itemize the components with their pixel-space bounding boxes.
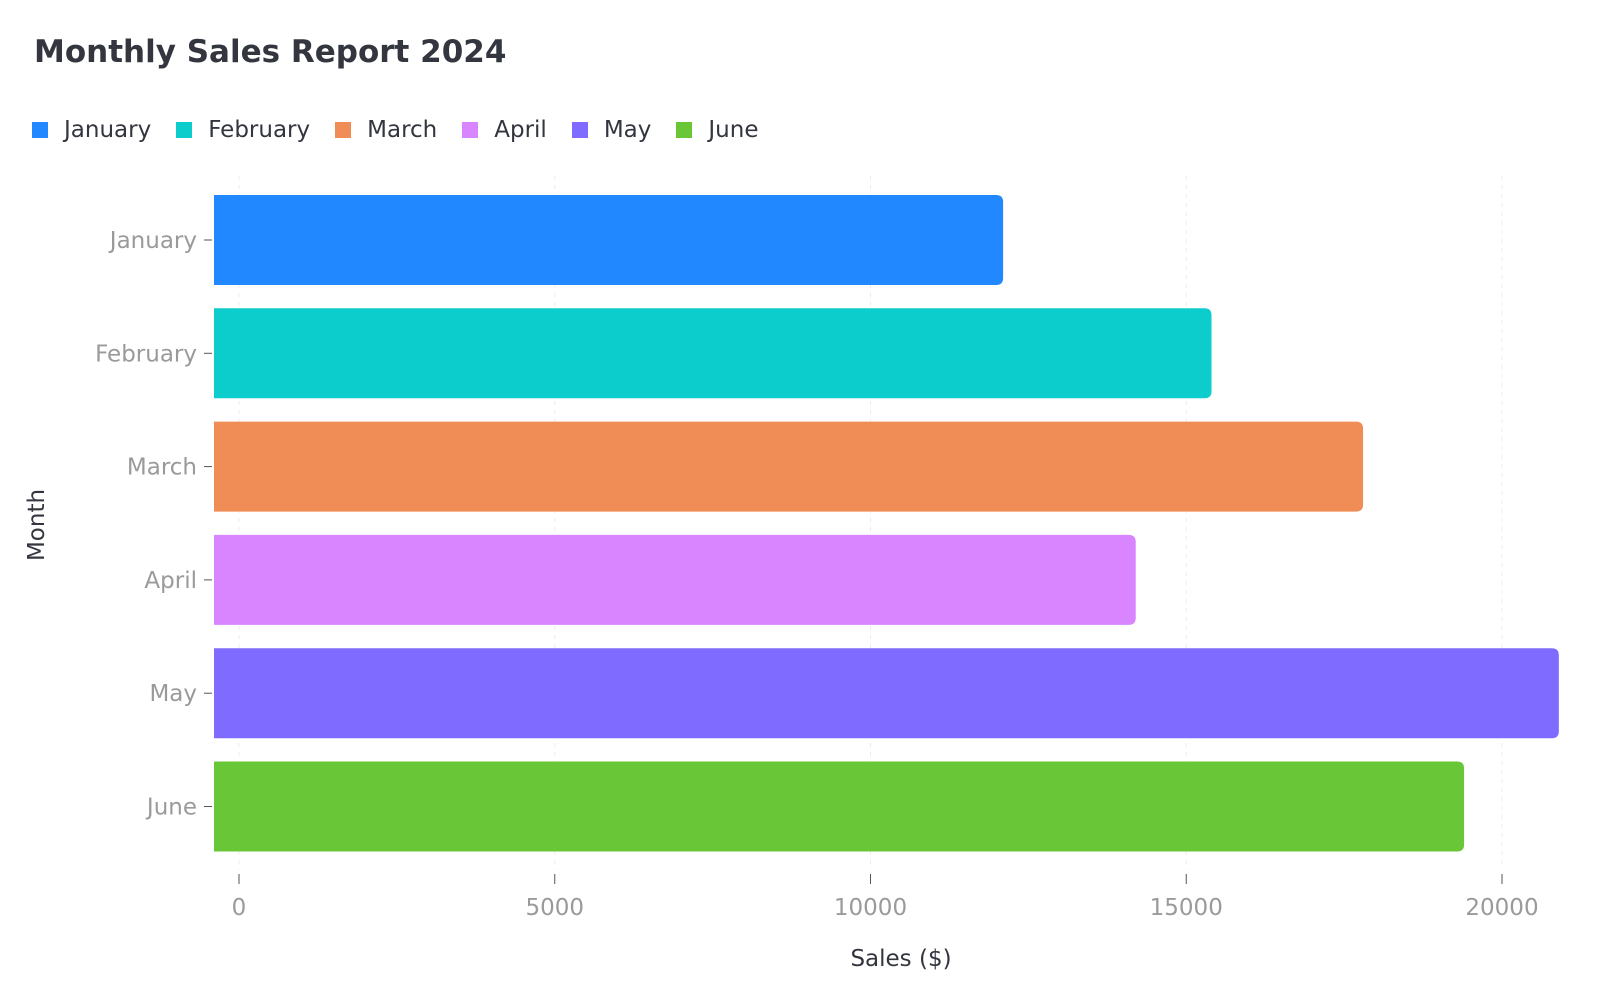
y-tick-label: March xyxy=(127,455,197,481)
y-tick-label: May xyxy=(149,681,197,707)
x-axis-title: Sales ($) xyxy=(850,946,951,972)
x-tick-label: 15000 xyxy=(1150,895,1223,921)
legend-label: February xyxy=(208,117,311,143)
y-axis-title: Month xyxy=(24,489,50,561)
x-axis: 0 5000 10000 15000 20000 xyxy=(232,874,1539,921)
legend-swatch xyxy=(176,122,193,138)
y-tick-label: April xyxy=(144,568,197,594)
x-tick-label: 5000 xyxy=(525,895,584,921)
grid-lines xyxy=(238,176,1503,870)
legend-label: April xyxy=(494,117,547,143)
legend-swatch xyxy=(462,122,479,138)
legend: January February March April May June xyxy=(32,117,783,143)
legend-swatch xyxy=(676,122,693,138)
y-tick-label: January xyxy=(108,228,197,254)
legend-label: March xyxy=(367,117,438,143)
bar-june xyxy=(214,761,1465,852)
legend-label: June xyxy=(708,117,759,143)
x-tick-label: 0 xyxy=(232,895,247,921)
legend-item-january: January xyxy=(32,117,151,143)
legend-item-may: May xyxy=(571,117,652,143)
legend-item-april: April xyxy=(462,117,547,143)
bar-february xyxy=(214,308,1212,399)
legend-item-march: March xyxy=(335,117,437,143)
chart-title: Monthly Sales Report 2024 xyxy=(34,34,507,70)
legend-label: January xyxy=(64,117,152,143)
y-tick-label: June xyxy=(145,795,197,821)
bar-april xyxy=(214,534,1136,625)
legend-swatch xyxy=(335,122,352,138)
x-tick-label: 20000 xyxy=(1465,895,1538,921)
bar-january xyxy=(214,195,1004,285)
bars xyxy=(214,195,1559,852)
legend-item-june: June xyxy=(676,117,758,143)
x-tick-label: 10000 xyxy=(834,895,907,921)
y-axis: January February March April May June xyxy=(95,228,212,821)
legend-label: May xyxy=(603,117,652,143)
legend-swatch xyxy=(571,122,588,138)
legend-item-february: February xyxy=(176,117,310,143)
bar-march xyxy=(214,421,1364,512)
bar-may xyxy=(214,648,1559,739)
legend-swatch xyxy=(32,122,48,138)
y-tick-label: February xyxy=(95,341,197,367)
